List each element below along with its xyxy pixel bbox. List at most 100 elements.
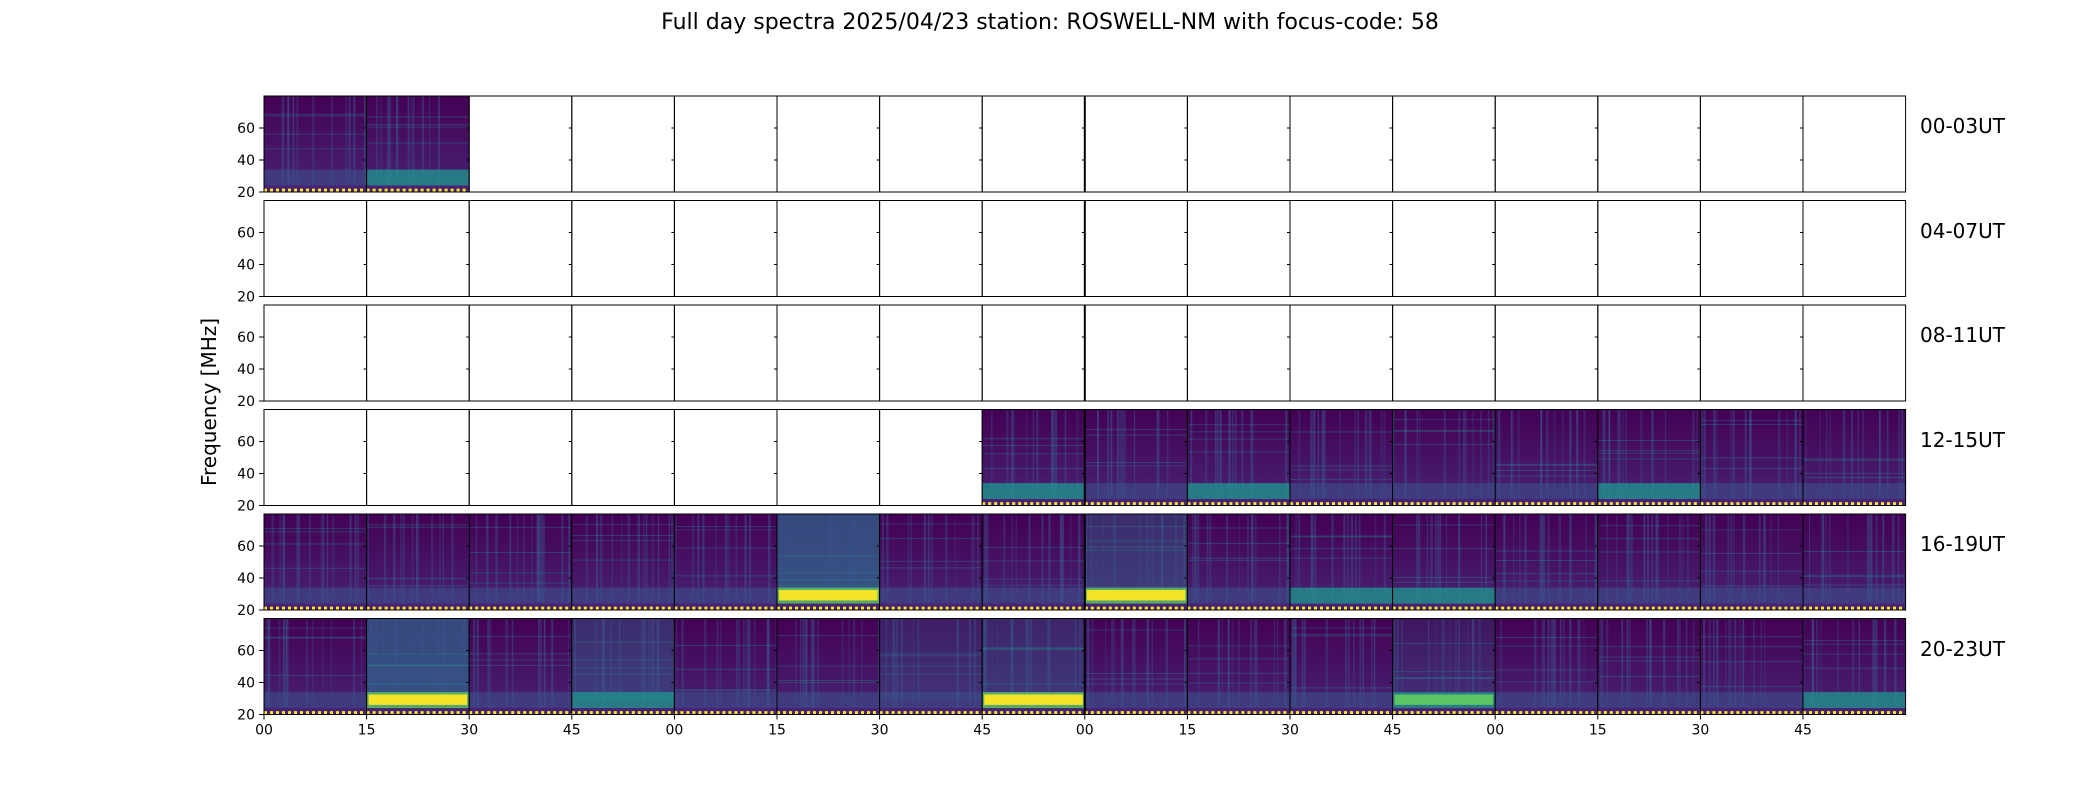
x-tick-label: 00 — [1486, 723, 1504, 739]
striation — [392, 514, 396, 603]
striation — [331, 96, 333, 185]
x-tick-label: 30 — [871, 723, 889, 739]
striation — [1064, 409, 1067, 498]
striation — [422, 618, 425, 707]
spectral-line — [1495, 550, 1598, 552]
striation — [1190, 409, 1193, 498]
striation — [945, 514, 948, 603]
emission-peak — [779, 590, 878, 601]
emission-band — [1290, 692, 1393, 709]
striation — [1078, 514, 1081, 603]
striation — [1794, 409, 1797, 498]
striation — [1651, 514, 1653, 603]
spectral-line — [1803, 667, 1906, 669]
panel-frame — [981, 200, 1086, 297]
striation — [1618, 409, 1621, 498]
striation — [495, 514, 498, 603]
panel-frame — [1597, 200, 1701, 297]
emission-band — [879, 587, 983, 604]
panel-frame — [673, 409, 778, 506]
spectral-line — [1803, 653, 1906, 655]
striation — [1054, 409, 1058, 498]
striation — [1882, 514, 1885, 603]
spectral-line — [571, 659, 675, 661]
spectral-line — [1187, 557, 1290, 559]
spectrogram-panel — [1392, 95, 1496, 193]
striation — [363, 96, 366, 185]
spectral-line — [1597, 525, 1701, 527]
spectral-line — [1803, 643, 1906, 645]
spectral-line — [1084, 673, 1188, 675]
striation — [805, 618, 808, 707]
striation — [1732, 409, 1735, 498]
striation — [1198, 618, 1200, 707]
striation — [1770, 514, 1772, 603]
striation — [1553, 409, 1556, 498]
spectrogram-panel — [1699, 618, 1806, 715]
spectral-line — [469, 552, 572, 554]
panel-frame — [1802, 304, 1907, 402]
striation — [1061, 514, 1064, 603]
spectrogram-panel — [468, 304, 573, 402]
emission-peak — [1394, 694, 1494, 705]
spectral-line — [1187, 438, 1290, 440]
striation — [561, 514, 564, 603]
striation — [1894, 618, 1897, 707]
spectrogram-panel — [468, 513, 573, 611]
striation — [1074, 618, 1077, 707]
spectral-line — [1803, 472, 1906, 474]
striation — [1010, 618, 1013, 707]
striation — [1374, 514, 1377, 603]
striation — [1857, 409, 1859, 498]
striation — [1777, 514, 1780, 603]
striation — [585, 514, 588, 603]
striation — [278, 618, 281, 707]
striation — [400, 514, 402, 603]
spectral-line — [264, 148, 367, 150]
emission-band — [571, 587, 675, 604]
spectral-line — [1495, 636, 1598, 638]
striation — [1343, 514, 1346, 603]
striation — [312, 618, 314, 707]
striation — [380, 96, 383, 185]
striation — [1273, 618, 1276, 707]
spectral-line — [1495, 669, 1598, 671]
striation — [1808, 514, 1811, 603]
spectrogram-panel — [571, 200, 675, 297]
spectrogram-panel — [468, 200, 573, 297]
striation — [320, 514, 322, 603]
spectrogram-panel — [571, 513, 675, 611]
striation — [1215, 409, 1217, 498]
striation — [1206, 514, 1209, 603]
striation — [719, 618, 722, 707]
striation — [540, 618, 543, 707]
striation — [1738, 618, 1741, 707]
striation — [330, 618, 333, 707]
spectral-line — [264, 543, 367, 545]
panel-frame — [571, 200, 675, 297]
striation — [738, 618, 740, 707]
spectral-line — [1597, 452, 1701, 454]
striation — [1898, 409, 1901, 498]
striation — [848, 618, 850, 707]
striation — [1497, 409, 1501, 498]
striation — [1715, 409, 1718, 498]
striation — [645, 514, 648, 603]
striation — [1543, 618, 1546, 707]
striation — [1310, 514, 1313, 603]
striation — [1156, 409, 1159, 498]
spectrogram-panel — [776, 200, 881, 297]
striation — [367, 514, 370, 603]
spectral-line — [469, 635, 572, 637]
spectral-line — [1392, 430, 1496, 432]
striation — [523, 514, 525, 603]
panel-frame — [1084, 200, 1188, 297]
striation — [1166, 618, 1168, 707]
striation — [1534, 618, 1537, 707]
striation — [438, 618, 440, 707]
striation — [1221, 618, 1223, 707]
striation — [1013, 409, 1015, 498]
panel-frame — [571, 95, 675, 193]
spectrogram-panel — [263, 618, 368, 715]
spectral-line — [264, 115, 367, 117]
